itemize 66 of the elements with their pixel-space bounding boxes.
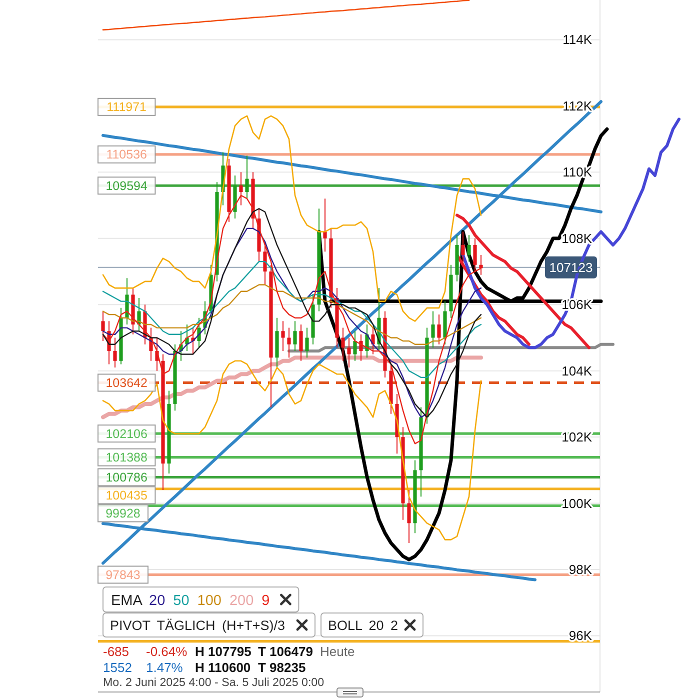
annotation: T 106479 <box>258 644 313 659</box>
candlestick <box>101 310 105 342</box>
ref-line-label: 110536 <box>106 148 148 162</box>
line-series <box>102 0 470 30</box>
candlestick <box>479 254 483 276</box>
annotation: Mo. 2 Juni 2025 4:00 - Sa. 5 Juli 2025 0:00 <box>103 676 324 689</box>
line-series <box>456 214 590 350</box>
legend-title: EMA <box>111 593 143 609</box>
candlestick <box>467 234 471 262</box>
line-series <box>102 284 482 345</box>
ref-line-label: 111971 <box>106 100 147 114</box>
candlestick <box>281 320 285 352</box>
annotation: T 98235 <box>258 660 306 675</box>
ref-line-label: 97843 <box>106 568 140 582</box>
candlestick <box>347 337 351 368</box>
annotation: H 107795 <box>195 644 252 659</box>
candlestick <box>371 327 375 355</box>
ref-line-label: 101388 <box>106 450 148 465</box>
candlestick <box>437 314 441 345</box>
candlestick <box>473 238 477 272</box>
candlestick <box>323 198 327 252</box>
annotation: 1.47% <box>146 660 184 675</box>
line-series <box>102 194 482 444</box>
y-tick-label: 98K <box>568 562 592 577</box>
candlestick <box>287 327 291 358</box>
candlestick <box>299 324 303 362</box>
line-series <box>102 360 482 540</box>
y-tick-label: 104K <box>562 363 592 378</box>
candlestick <box>197 317 201 348</box>
candlestick <box>245 155 249 200</box>
candlestick <box>341 327 345 362</box>
line-series <box>102 115 482 322</box>
candlestick <box>431 310 435 348</box>
candlestick <box>113 337 117 368</box>
annotation: Heute <box>320 644 355 659</box>
line-series <box>317 127 609 562</box>
ref-line-label: 103642 <box>106 376 148 390</box>
ref-line-label: 100786 <box>106 470 148 485</box>
candlestick <box>407 490 411 544</box>
candlestick <box>353 330 357 362</box>
candlestick <box>305 327 309 358</box>
annotation: -0.64% <box>146 644 188 659</box>
ref-line-label: 109594 <box>106 178 148 193</box>
text: 200 <box>229 593 254 609</box>
candlestick <box>293 320 297 352</box>
annotation: 1552 <box>103 660 132 675</box>
text: 100 <box>197 593 222 609</box>
candlestick <box>359 334 363 362</box>
candlestick <box>239 172 243 206</box>
text: 20 <box>149 593 166 609</box>
candlestick <box>461 231 465 266</box>
candlestick <box>365 324 369 358</box>
text: 50 <box>173 593 190 609</box>
y-tick-label: 108K <box>562 230 592 246</box>
annotation: H 110600 <box>195 660 251 675</box>
ref-line-label: 107123 <box>549 260 593 275</box>
y-tick-label: 114K <box>562 32 592 48</box>
annotation: -685 <box>103 644 130 659</box>
ref-line-label: 100435 <box>106 488 148 503</box>
annotation: BOLL 20 2 <box>328 618 398 633</box>
annotation: PIVOT TÄGLICH (H+T+S)/3 <box>110 618 286 633</box>
ref-line-label: 102106 <box>106 426 148 441</box>
text: 9 <box>262 593 270 609</box>
line-series <box>462 118 680 350</box>
ref-line-label: 99928 <box>106 506 140 521</box>
y-tick-label: 96K <box>568 628 592 644</box>
